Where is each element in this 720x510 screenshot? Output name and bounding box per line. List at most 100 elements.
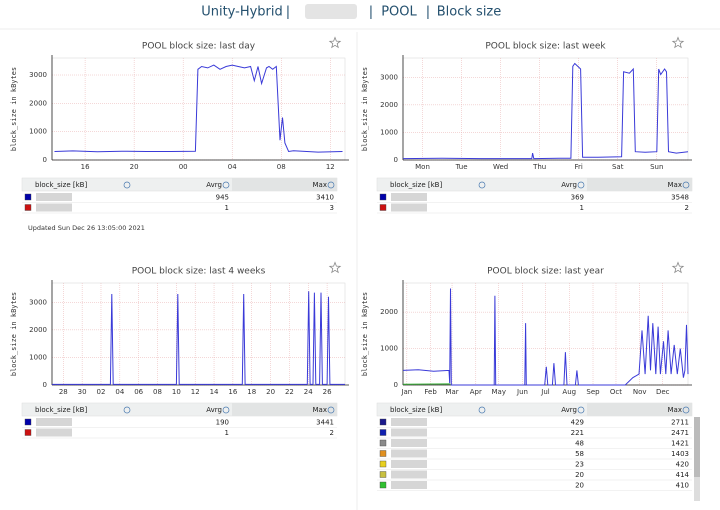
y-tick-label: 3000	[29, 298, 47, 306]
x-tick-label: Nov	[633, 388, 647, 396]
sort-icon[interactable]	[327, 181, 335, 189]
max-value: 2	[685, 204, 689, 212]
avg-value: 221	[571, 429, 584, 437]
legend-swatch	[379, 418, 387, 426]
x-tick-label: Sep	[586, 388, 600, 396]
x-tick-label: Jun	[516, 388, 528, 396]
header-item: |	[369, 5, 373, 20]
sort-icon[interactable]	[123, 181, 131, 189]
legend-swatch	[379, 481, 387, 489]
max-value: 3	[330, 204, 334, 212]
x-tick-label: 16	[81, 163, 90, 171]
sort-icon[interactable]	[222, 406, 230, 414]
favorite-star[interactable]	[328, 261, 342, 274]
favorite-star[interactable]	[671, 261, 685, 274]
column-header[interactable]: Max	[313, 181, 327, 189]
y-tick-label: 0	[43, 381, 47, 389]
x-tick-label: 04	[115, 388, 124, 396]
sort-icon[interactable]	[577, 406, 585, 414]
x-tick-label: Aug	[562, 388, 576, 396]
sort-icon[interactable]	[222, 181, 230, 189]
y-tick-label: 0	[43, 156, 47, 164]
x-tick-label: 02	[97, 388, 106, 396]
y-tick-label: 2000	[29, 99, 47, 107]
favorite-star[interactable]	[328, 36, 342, 49]
y-tick-label: 1000	[29, 128, 47, 136]
x-tick-label: Sun	[650, 163, 663, 171]
blurred-name	[391, 470, 427, 479]
avg-value: 945	[216, 194, 229, 202]
x-tick-label: 20	[266, 388, 275, 396]
x-tick-label: Wed	[493, 163, 508, 171]
column-header[interactable]: Max	[313, 406, 327, 414]
y-tick-label: 3000	[380, 73, 398, 81]
sort-icon[interactable]	[478, 181, 486, 189]
blurred-name	[391, 481, 427, 489]
x-tick-label: 16	[228, 388, 237, 396]
x-tick-label: 04	[228, 163, 237, 171]
x-tick-label: 06	[134, 388, 143, 396]
legend-swatch	[24, 204, 32, 211]
y-axis-label: block_size in kBytes	[10, 292, 18, 376]
sort-icon[interactable]	[577, 181, 585, 189]
avg-value: 20	[575, 482, 584, 490]
max-value: 2711	[671, 419, 689, 427]
column-header[interactable]: block_size [kB]	[35, 406, 87, 414]
blurred-name	[36, 418, 72, 426]
x-tick-label: Dec	[656, 388, 670, 396]
chart-title: POOL block size: last week	[485, 42, 606, 52]
x-tick-label: 12	[191, 388, 200, 396]
column-header[interactable]: Max	[668, 181, 682, 189]
y-axis-label: block_size in kBytes	[361, 292, 369, 376]
avg-value: 23	[575, 461, 584, 469]
x-tick-label: 24	[304, 388, 313, 396]
sort-icon[interactable]	[682, 181, 690, 189]
x-tick-label: Mar	[445, 388, 458, 396]
column-header[interactable]: block_size [kB]	[390, 181, 442, 189]
x-tick-label: 26	[323, 388, 332, 396]
x-tick-label: 08	[153, 388, 162, 396]
blurred-text	[305, 4, 357, 19]
column-header[interactable]: Avrg	[206, 406, 222, 414]
max-value: 414	[676, 471, 690, 479]
sort-icon[interactable]	[327, 406, 335, 414]
table-header-value	[232, 403, 337, 416]
updated-text: Updated Sun Dec 26 13:05:00 2021	[28, 224, 145, 232]
avg-value: 429	[571, 419, 584, 427]
x-tick-label: 12	[326, 163, 335, 171]
favorite-star[interactable]	[671, 36, 685, 49]
header-item[interactable]: POOL	[381, 5, 417, 20]
legend-swatch	[24, 429, 32, 436]
avg-value: 369	[571, 194, 584, 202]
avg-value: 20	[575, 471, 584, 479]
legend-swatch	[24, 418, 32, 426]
max-value: 2471	[671, 429, 689, 437]
x-tick-label: Jul	[540, 388, 550, 396]
header-item[interactable]: Block size	[437, 5, 502, 20]
sort-icon[interactable]	[123, 406, 131, 414]
blurred-name	[391, 460, 427, 468]
max-value: 420	[676, 461, 689, 469]
blurred-name	[391, 428, 427, 437]
column-header[interactable]: Max	[668, 406, 682, 414]
y-tick-label: 0	[394, 156, 398, 164]
scrollbar-thumb[interactable]	[694, 417, 700, 477]
legend-swatch	[379, 429, 387, 436]
header-item[interactable]: |	[426, 5, 430, 20]
column-header[interactable]: Avrg	[206, 181, 222, 189]
x-tick-label: Thu	[532, 163, 546, 171]
y-tick-label: 0	[394, 381, 398, 389]
column-header[interactable]: block_size [kB]	[390, 406, 442, 414]
table-header-value	[232, 178, 337, 191]
sort-icon[interactable]	[682, 406, 690, 414]
series-line	[402, 288, 689, 386]
table-header-value	[587, 178, 692, 191]
avg-value: 190	[216, 419, 229, 427]
y-tick-label: 1000	[380, 345, 398, 353]
legend-swatch	[24, 193, 32, 201]
column-header[interactable]: block_size [kB]	[35, 181, 87, 189]
column-header[interactable]: Avrg	[561, 406, 577, 414]
column-header[interactable]: Avrg	[561, 181, 577, 189]
x-tick-label: 14	[210, 388, 219, 396]
sort-icon[interactable]	[478, 406, 486, 414]
